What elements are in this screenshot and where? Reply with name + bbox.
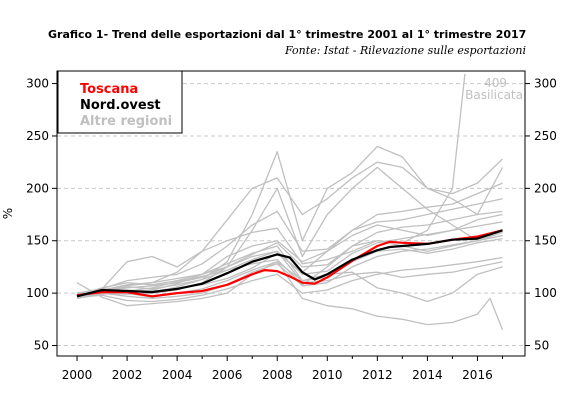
x-tick-label-2016: 2016 xyxy=(462,368,493,382)
x-tick-label-2010: 2010 xyxy=(312,368,343,382)
x-tick-label-2000: 2000 xyxy=(62,368,93,382)
legend-box xyxy=(57,70,183,134)
y-tick-label-left-250: 250 xyxy=(26,129,49,143)
y-tick-label-right-200: 200 xyxy=(534,181,557,195)
series-line-altre-regioni-15 xyxy=(76,74,466,298)
highlighted-lines xyxy=(76,229,503,298)
y-tick-label-right-300: 300 xyxy=(534,77,557,91)
plot-frame xyxy=(56,70,526,357)
chart-subtitle: Fonte: Istat - Rilevazione sulle esporta… xyxy=(285,44,526,57)
axes: 50 50 100 100 150 150 200 200 250 250 300 300 2000 20… xyxy=(26,77,557,382)
x-tick-label-2008: 2008 xyxy=(262,368,293,382)
series-line-altre-regioni-12 xyxy=(76,227,503,297)
annotation-region: Basilicata xyxy=(465,88,523,102)
legend: Toscana Nord.ovest Altre regioni xyxy=(57,70,183,134)
series-line-altre-regioni-7 xyxy=(76,261,504,331)
series-line-altre-regioni-8 xyxy=(76,166,503,298)
series-line-altre-regioni-2 xyxy=(76,234,503,300)
series-line-altre-regioni-10 xyxy=(76,161,504,296)
x-tick-label-2012: 2012 xyxy=(362,368,393,382)
y-tick-label-left-100: 100 xyxy=(26,286,49,300)
y-axis-label: % xyxy=(1,208,15,219)
series-line-altre-regioni-3 xyxy=(76,198,503,294)
legend-item-nord-ovest: Nord.ovest xyxy=(80,98,161,113)
x-tick-label-2004: 2004 xyxy=(162,368,193,382)
x-tick-label-2014: 2014 xyxy=(412,368,443,382)
y-tick-label-left-150: 150 xyxy=(26,234,49,248)
y-tick-label-left-300: 300 xyxy=(26,77,49,91)
annotation-value: 409 xyxy=(484,76,507,90)
legend-item-altre-regioni: Altre regioni xyxy=(80,114,172,129)
y-tick-label-left-200: 200 xyxy=(26,181,49,195)
other-regions-lines xyxy=(76,74,504,331)
series-line-nord-ovest xyxy=(76,229,503,298)
legend-item-toscana: Toscana xyxy=(80,82,138,97)
y-tick-label-right-250: 250 xyxy=(534,129,557,143)
series-line-altre-regioni-4 xyxy=(76,256,503,303)
y-tick-label-right-150: 150 xyxy=(534,234,557,248)
chart-title-text: Grafico 1- Trend delle esportazioni dal … xyxy=(48,28,527,41)
y-tick-label-right-50: 50 xyxy=(534,339,549,353)
y-tick-label-right-100: 100 xyxy=(534,286,557,300)
x-tick-label-2002: 2002 xyxy=(112,368,143,382)
series-line-altre-regioni-13 xyxy=(76,250,503,294)
y-tick-label-left-50: 50 xyxy=(34,339,49,353)
x-tick-label-2006: 2006 xyxy=(212,368,243,382)
